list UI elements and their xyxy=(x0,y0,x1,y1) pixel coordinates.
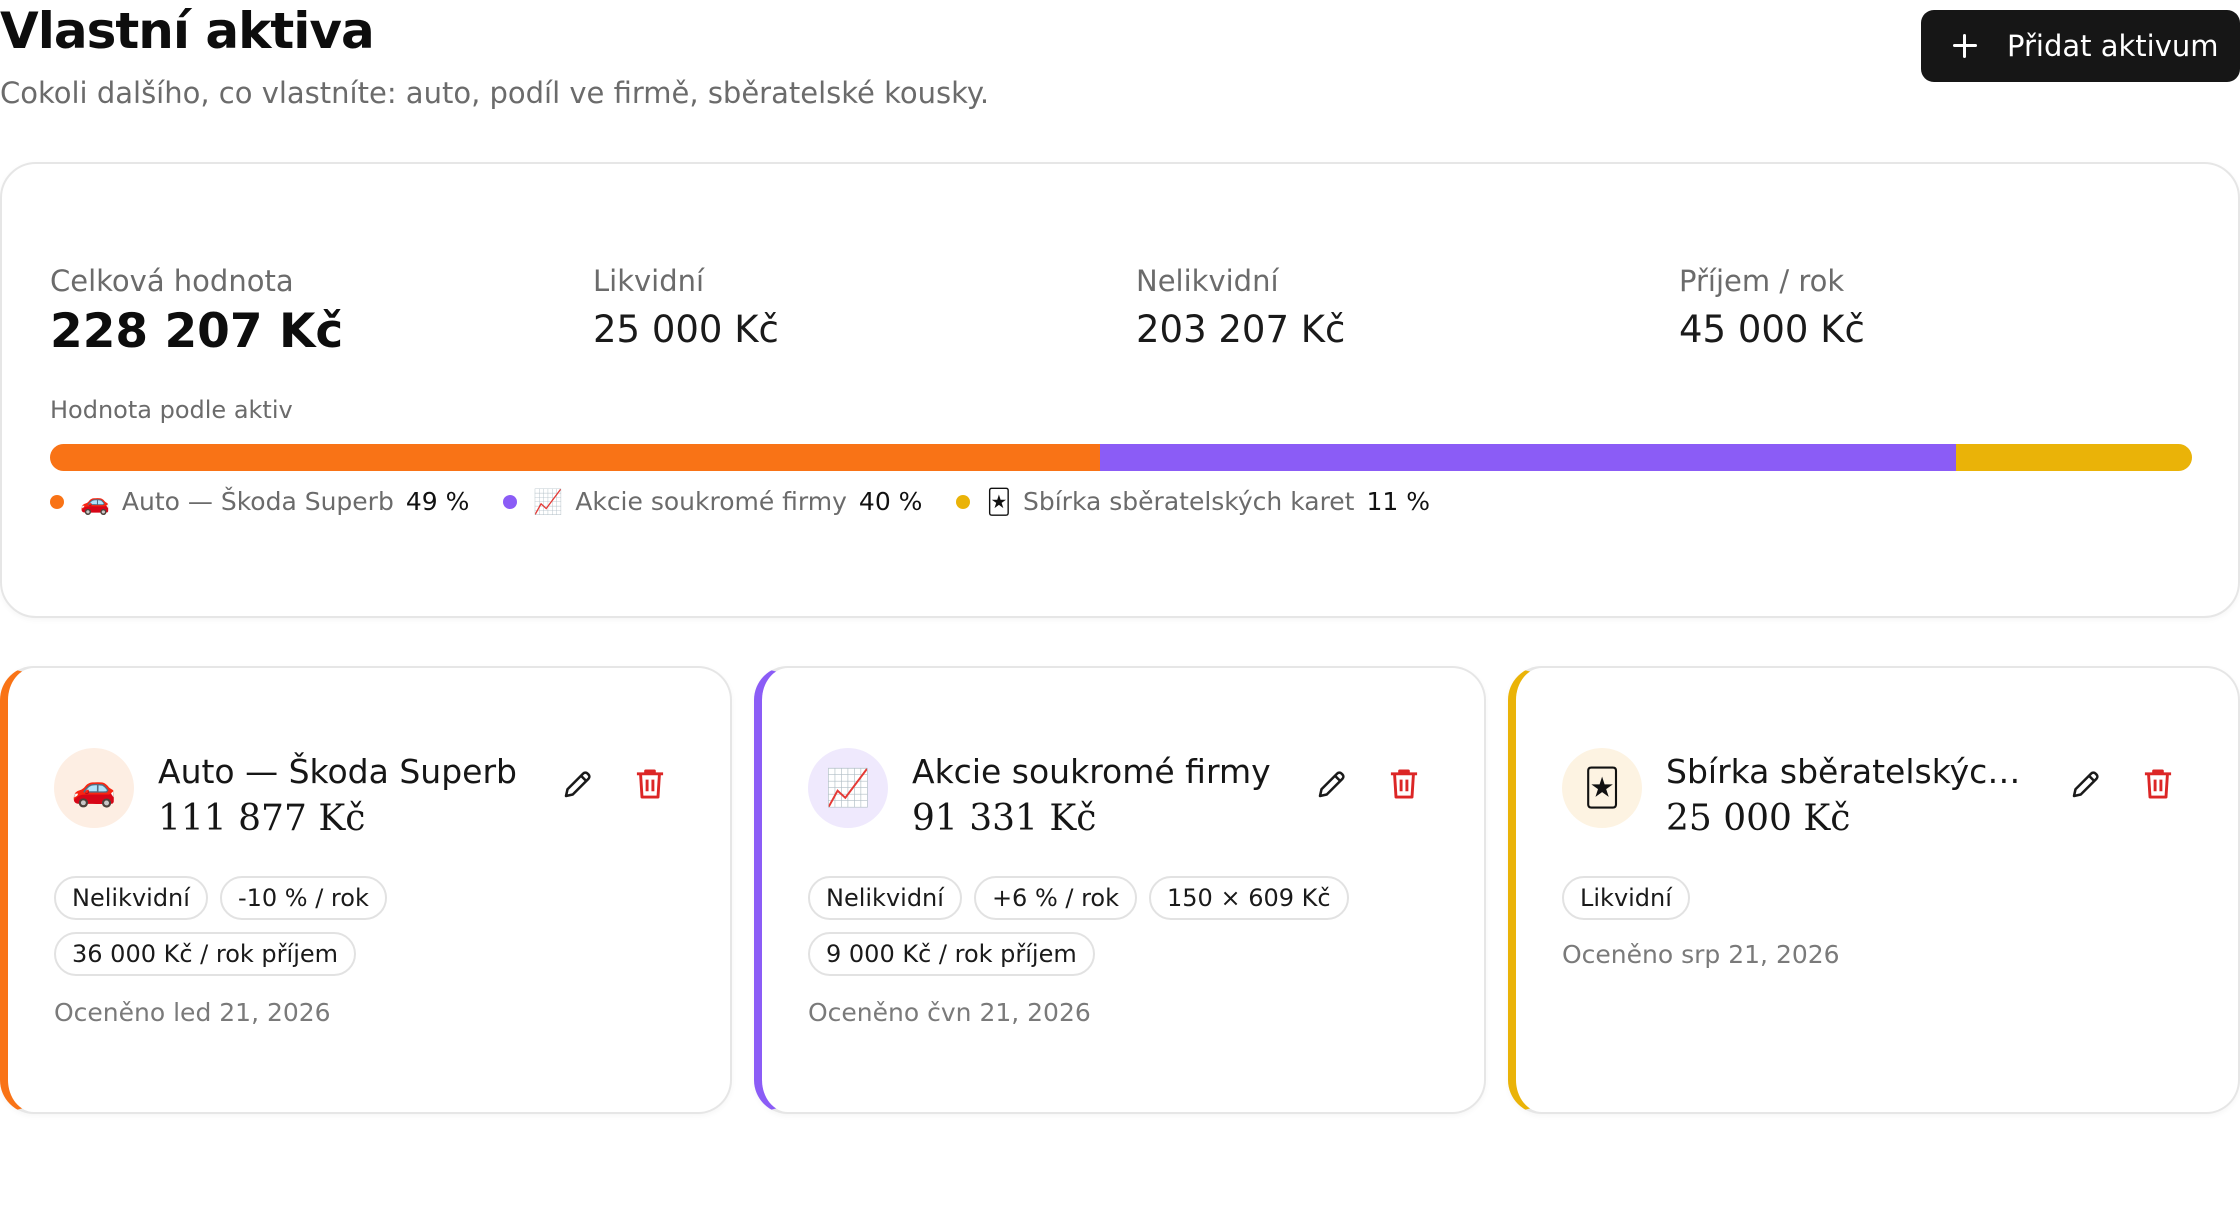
allocation-segment-stocks xyxy=(1099,444,1957,471)
car-icon: 🚗 xyxy=(80,487,110,516)
asset-value: 111 877 Kč xyxy=(158,798,366,839)
chart-up-icon: 📈 xyxy=(533,487,564,516)
asset-name: Sbírka sběratelských karet xyxy=(1666,752,2041,791)
legend-item-percent: 40 % xyxy=(858,487,923,516)
pencil-icon[interactable] xyxy=(1314,766,1350,802)
legend-item-name: Akcie soukromé firmy xyxy=(575,487,847,516)
legend-item-name: Auto — Škoda Superb xyxy=(121,487,394,516)
legend-dot xyxy=(956,494,971,509)
asset-card[interactable]: 📈 Akcie soukromé firmy 91 331 Kč Nelikvi… xyxy=(754,666,1486,1114)
asset-tag: 36 000 Kč / rok příjem xyxy=(54,932,357,976)
legend-dot xyxy=(503,494,518,509)
stat-illiquid-label: Nelikvidní xyxy=(1136,264,1279,298)
asset-value: 91 331 Kč xyxy=(912,798,1097,839)
pencil-icon[interactable] xyxy=(2068,766,2104,802)
asset-valued-date: Oceněno srp 21, 2026 xyxy=(1562,940,1840,969)
car-icon: 🚗 xyxy=(54,748,134,828)
stat-liquid-value: 25 000 Kč xyxy=(593,308,779,351)
allocation-bar xyxy=(50,444,2192,471)
asset-tag: 9 000 Kč / rok příjem xyxy=(808,932,1095,976)
legend-item-percent: 11 % xyxy=(1366,487,1430,516)
stat-total-label: Celková hodnota xyxy=(50,264,294,298)
trash-icon[interactable] xyxy=(634,766,666,802)
asset-tags: Nelikvidní +6 % / rok 150 × 609 Kč 9 000… xyxy=(808,876,1448,988)
stat-total-value: 228 207 Kč xyxy=(50,304,344,359)
asset-valued-date: Oceněno čvn 21, 2026 xyxy=(808,998,1091,1027)
legend-item: 🃏 Sbírka sběratelských karet 11 % xyxy=(956,487,1430,516)
joker-card-icon: 🃏 xyxy=(986,487,1011,516)
joker-card-icon: 🃏 xyxy=(1562,748,1642,828)
asset-tag: Nelikvidní xyxy=(808,876,962,920)
allocation-segment-cards xyxy=(1956,444,2192,471)
allocation-legend: 🚗 Auto — Škoda Superb 49 % 📈 Akcie soukr… xyxy=(50,487,1464,516)
asset-tag: -10 % / rok xyxy=(219,876,387,920)
legend-item: 📈 Akcie soukromé firmy 40 % xyxy=(503,487,922,516)
stat-illiquid: Nelikvidní 203 207 Kč xyxy=(1136,264,1345,351)
asset-tag: +6 % / rok xyxy=(973,876,1138,920)
page-subtitle: Cokoli dalšího, co vlastníte: auto, podí… xyxy=(0,76,990,110)
chart-up-icon: 📈 xyxy=(808,748,888,828)
asset-name: Akcie soukromé firmy xyxy=(912,752,1271,791)
asset-tag: Nelikvidní xyxy=(54,876,208,920)
asset-tags: Nelikvidní -10 % / rok 36 000 Kč / rok p… xyxy=(54,876,694,988)
asset-tag: 150 × 609 Kč xyxy=(1149,876,1349,920)
asset-card[interactable]: 🚗 Auto — Škoda Superb 111 877 Kč Nelikvi… xyxy=(0,666,732,1114)
legend-item: 🚗 Auto — Škoda Superb 49 % xyxy=(50,487,469,516)
stat-income-value: 45 000 Kč xyxy=(1679,308,1865,351)
page-title: Vlastní aktiva xyxy=(0,2,375,60)
asset-tag: Likvidní xyxy=(1562,876,1690,920)
plus-icon xyxy=(1951,32,1979,60)
trash-icon[interactable] xyxy=(2142,766,2174,802)
stat-total: Celková hodnota 228 207 Kč xyxy=(50,264,343,359)
legend-item-percent: 49 % xyxy=(405,487,470,516)
asset-valued-date: Oceněno led 21, 2026 xyxy=(54,998,331,1027)
add-asset-button-label: Přidat aktivum xyxy=(2007,29,2219,63)
stat-liquid: Likvidní 25 000 Kč xyxy=(593,264,779,351)
asset-value: 25 000 Kč xyxy=(1666,798,1851,839)
breakdown-label: Hodnota podle aktiv xyxy=(50,396,293,424)
stat-income-label: Příjem / rok xyxy=(1679,264,1845,298)
asset-tags: Likvidní xyxy=(1562,876,2202,932)
stat-illiquid-value: 203 207 Kč xyxy=(1136,308,1346,351)
allocation-segment-car xyxy=(50,444,1100,471)
stat-liquid-label: Likvidní xyxy=(593,264,705,298)
asset-name: Auto — Škoda Superb xyxy=(158,752,517,791)
pencil-icon[interactable] xyxy=(560,766,596,802)
add-asset-button[interactable]: Přidat aktivum xyxy=(1921,10,2240,82)
stat-income: Příjem / rok 45 000 Kč xyxy=(1679,264,1865,351)
asset-card[interactable]: 🃏 Sbírka sběratelských karet 25 000 Kč L… xyxy=(1508,666,2240,1114)
summary-card: Celková hodnota 228 207 Kč Likvidní 25 0… xyxy=(0,162,2240,618)
trash-icon[interactable] xyxy=(1388,766,1420,802)
legend-item-name: Sbírka sběratelských karet xyxy=(1023,487,1355,516)
legend-dot xyxy=(50,494,64,509)
